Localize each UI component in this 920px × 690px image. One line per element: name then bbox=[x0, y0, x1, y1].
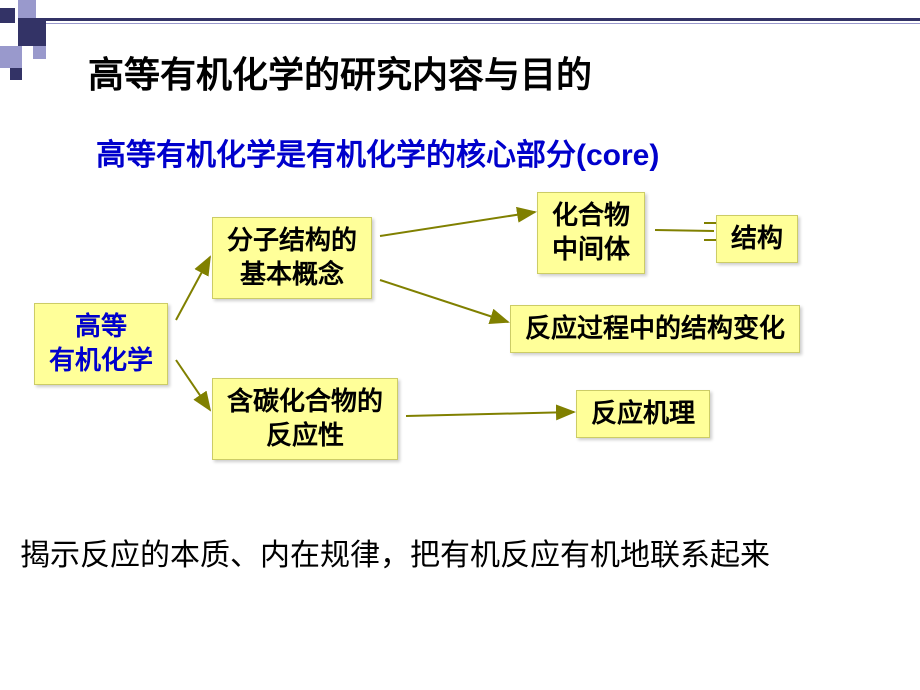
box-reactivity: 含碳化合物的 反应性 bbox=[212, 378, 398, 460]
header-line-thin bbox=[46, 23, 920, 24]
box-root-line2: 有机化学 bbox=[49, 345, 153, 375]
box-compound: 化合物 中间体 bbox=[537, 192, 645, 274]
header-line-thick bbox=[46, 18, 920, 21]
bottom-text: 揭示反应的本质、内在规律，把有机反应有机地联系起来 bbox=[20, 530, 770, 574]
slide-subtitle: 高等有机化学是有机化学的核心部分(core) bbox=[96, 130, 659, 174]
box-root-line1: 高等 bbox=[75, 311, 127, 341]
box-mechanism-text: 反应机理 bbox=[591, 398, 695, 428]
box-concept-line2: 基本概念 bbox=[240, 259, 344, 289]
box-concept-line1: 分子结构的 bbox=[227, 225, 357, 255]
corner-decoration bbox=[0, 0, 46, 90]
box-structure-text: 结构 bbox=[731, 223, 783, 253]
box-change-text: 反应过程中的结构变化 bbox=[525, 313, 785, 343]
box-root: 高等 有机化学 bbox=[34, 303, 168, 385]
box-mechanism: 反应机理 bbox=[576, 390, 710, 438]
box-compound-line2: 中间体 bbox=[552, 234, 630, 264]
box-compound-line1: 化合物 bbox=[552, 200, 630, 230]
slide-title: 高等有机化学的研究内容与目的 bbox=[88, 46, 592, 98]
box-concept: 分子结构的 基本概念 bbox=[212, 217, 372, 299]
box-reactivity-line1: 含碳化合物的 bbox=[227, 386, 383, 416]
box-reactivity-line2: 反应性 bbox=[266, 420, 344, 450]
box-change: 反应过程中的结构变化 bbox=[510, 305, 800, 353]
box-structure: 结构 bbox=[716, 215, 798, 263]
